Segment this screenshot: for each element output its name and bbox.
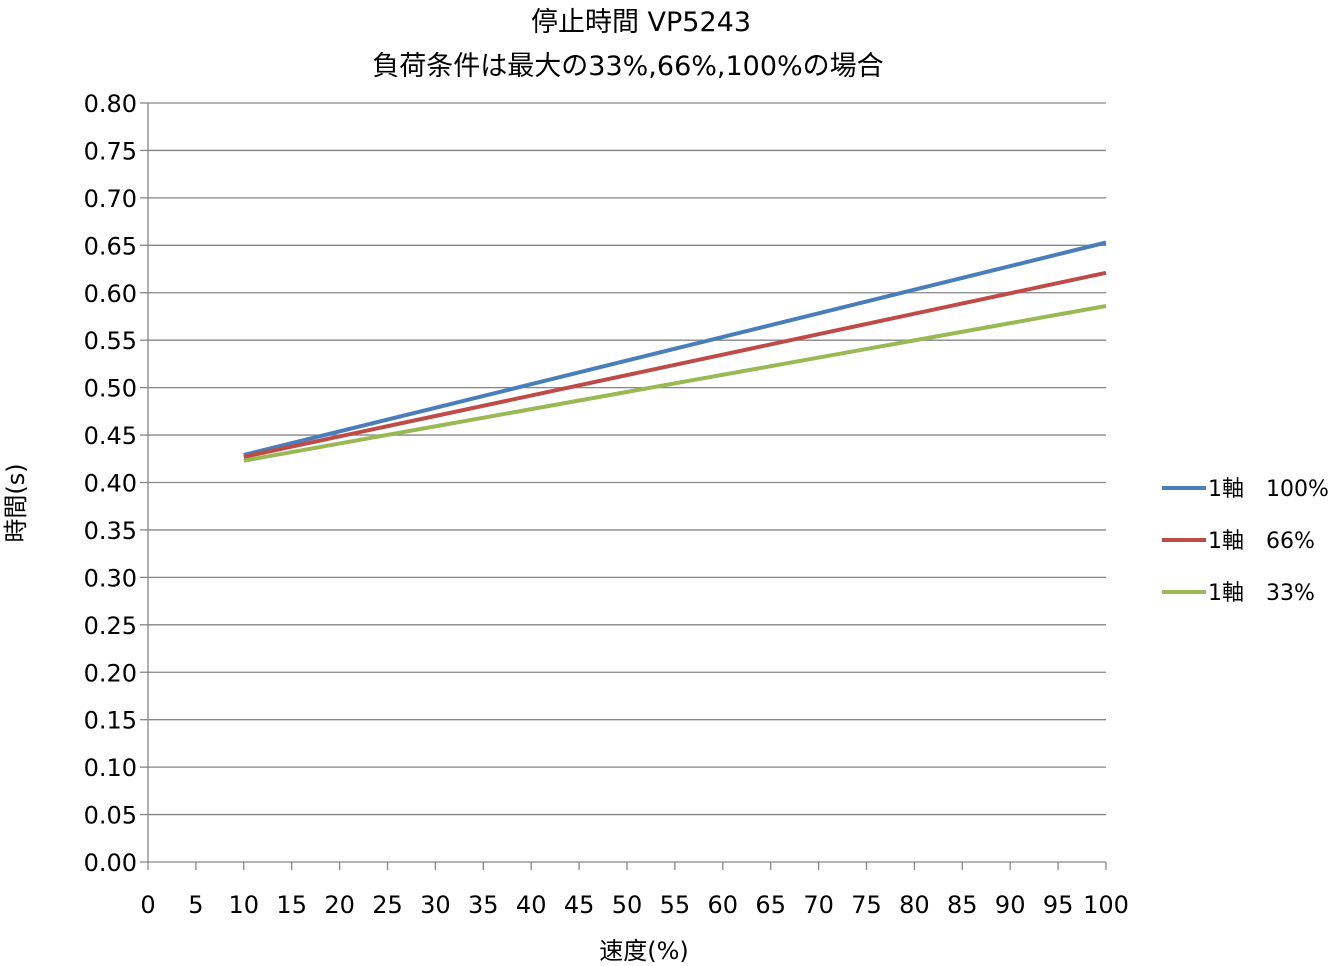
x-tick-label: 0 [140,891,155,919]
x-tick-label: 25 [372,891,403,919]
series-line [243,240,1107,457]
y-tick-label: 0.15 [84,707,137,735]
x-tick-label: 5 [188,891,203,919]
x-tick-label: 50 [612,891,643,919]
y-axis-label: 時間(s) [2,463,30,542]
x-tick-label: 40 [516,891,547,919]
y-tick-label: 0.80 [84,90,137,118]
legend-label: 1軸 100% [1208,477,1329,502]
y-tick-label: 0.10 [84,754,137,782]
x-tick-label: 100 [1083,891,1129,919]
x-tick-label: 95 [1043,891,1074,919]
y-tick-label: 0.50 [84,375,137,403]
x-tick-label: 65 [755,891,786,919]
x-tick-label: 70 [803,891,834,919]
chart-title-line-2: 負荷条件は最大の33%,66%,100%の場合 [372,51,883,82]
y-tick-label: 0.70 [84,185,137,213]
y-tick-label: 0.00 [84,849,137,877]
legend-label: 1軸 66% [1208,529,1315,554]
x-tick-label: 15 [276,891,307,919]
x-tick-label: 10 [229,891,260,919]
series-line [243,304,1107,463]
x-tick-label: 35 [468,891,499,919]
legend: 1軸 100% 1軸 66% 1軸 33% [1162,477,1329,606]
y-tick-label: 0.35 [84,517,137,545]
axes [140,102,1107,870]
legend-label: 1軸 33% [1208,581,1315,606]
x-tick-label: 60 [708,891,739,919]
y-tick-label: 0.30 [84,564,137,592]
chart-title-line-1: 停止時間 VP5243 [531,7,751,38]
y-tick-label: 0.05 [84,802,137,830]
y-tick-label: 0.55 [84,327,137,355]
gridlines [148,102,1106,816]
x-axis-label: 速度(%) [599,937,689,965]
y-tick-label: 0.60 [84,280,137,308]
x-tick-label: 80 [899,891,930,919]
x-tick-label: 85 [947,891,978,919]
y-tick-label: 0.40 [84,470,137,498]
y-tick-label: 0.65 [84,232,137,260]
y-tick-label: 0.45 [84,422,137,450]
x-tick-label: 45 [564,891,595,919]
y-tick-labels: 0.00 0.05 0.10 0.15 0.20 0.25 0.30 0.35 0.40 0.45… [84,90,137,877]
x-tick-labels: 0 5 10 15 20 25 30 35 40 45 50 55 60 65 70 75 80 85 90 95 10… [140,891,1129,919]
x-tick-label: 30 [420,891,451,919]
x-tick-label: 90 [995,891,1026,919]
x-tick-label: 75 [851,891,882,919]
series-lines [243,240,1107,463]
y-tick-label: 0.75 [84,137,137,165]
x-tick-label: 20 [324,891,355,919]
y-tick-label: 0.25 [84,612,137,640]
x-tick-label: 55 [660,891,691,919]
series-line [243,270,1107,459]
y-tick-label: 0.20 [84,659,137,687]
